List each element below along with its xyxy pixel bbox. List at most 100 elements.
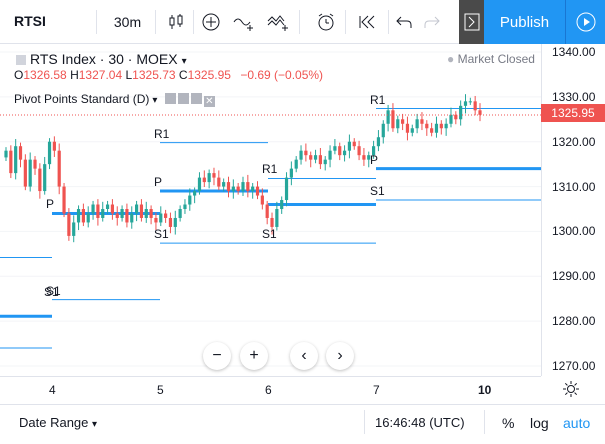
candle-body	[14, 146, 18, 174]
candle-body	[338, 146, 342, 156]
candle-body	[130, 213, 134, 223]
redo-icon[interactable]	[418, 0, 446, 44]
candle-body	[420, 119, 424, 124]
candle-body	[425, 123, 429, 129]
candle-body	[449, 114, 453, 124]
add-indicator-icon[interactable]	[195, 0, 227, 44]
candle-body	[473, 101, 477, 111]
candle-body	[430, 128, 434, 133]
candle-body	[347, 141, 352, 151]
candle-body	[18, 146, 23, 160]
candle-body	[313, 155, 318, 160]
symbol-legend[interactable]: RTS Index · 30 · MOEX ▾	[16, 51, 187, 67]
price-chart[interactable]	[0, 44, 541, 376]
candle-body	[333, 146, 337, 151]
candle-body	[96, 204, 100, 218]
candle-body	[478, 110, 482, 115]
candle-body	[217, 177, 221, 187]
candle-body	[415, 119, 419, 129]
indicators-icon[interactable]	[262, 0, 294, 44]
indicator-controls: ✕	[164, 92, 215, 107]
candle-body	[212, 173, 216, 178]
pivot-label-p: P	[154, 175, 163, 190]
candle-body	[231, 186, 235, 192]
candle-body	[294, 159, 298, 169]
candle-body	[241, 182, 245, 192]
zoom-out-button[interactable]: −	[203, 342, 231, 370]
toolbar-divider	[96, 10, 97, 34]
candle-body	[47, 141, 52, 165]
legend-title: RTS Index · 30 · MOEX	[30, 51, 178, 67]
eye-icon[interactable]	[164, 92, 176, 104]
candle-body	[101, 209, 105, 218]
candle-body	[376, 137, 381, 147]
candle-body	[91, 204, 95, 214]
market-status: ● Market Closed	[447, 52, 535, 66]
chevron-down-icon[interactable]: ▾	[181, 56, 187, 67]
candle-body	[270, 217, 274, 227]
low-label: L	[125, 68, 133, 82]
candle-body	[81, 209, 85, 223]
indicator-legend[interactable]: Pivot Points Standard (D) ▾ ✕	[14, 92, 215, 107]
interval-selector[interactable]: 30m	[113, 14, 142, 30]
more-icon[interactable]	[190, 92, 202, 104]
pivot-label-r1: R1	[262, 162, 278, 177]
scroll-right-button[interactable]: ›	[326, 342, 354, 370]
high-value: 1327.04	[78, 68, 123, 82]
candle-body	[62, 186, 66, 214]
percent-toggle[interactable]: %	[502, 415, 515, 431]
alert-clock-icon[interactable]	[310, 0, 342, 44]
publish-button[interactable]: Publish	[484, 0, 565, 44]
candle-body	[86, 213, 90, 223]
auto-toggle[interactable]: auto	[563, 415, 591, 431]
candle-body	[144, 209, 148, 218]
high-label: H	[70, 68, 79, 82]
clock[interactable]: 16:46:48 (UTC)	[375, 415, 465, 430]
candle-body	[115, 213, 119, 218]
pivot-label-p: P	[370, 152, 379, 167]
chevron-down-icon[interactable]: ▾	[152, 95, 158, 106]
settings-icon[interactable]	[177, 92, 189, 104]
candle-body	[226, 182, 231, 192]
candle-body	[134, 204, 139, 214]
ohlc-values: O1326.58 H1327.04 L1325.73 C1325.95 −0.6…	[14, 68, 323, 82]
price-tick-label: 1340.00	[552, 45, 596, 59]
date-range-label: Date Range	[19, 415, 89, 430]
close-icon[interactable]: ✕	[203, 95, 215, 107]
time-tick-label: 7	[373, 383, 380, 397]
symbol-search[interactable]: RTSI	[14, 13, 46, 29]
candle-body	[154, 217, 158, 223]
candle-body	[139, 204, 144, 218]
date-range-button[interactable]: Date Range ▾	[19, 415, 97, 430]
collapse-icon[interactable]	[16, 55, 26, 66]
price-axis[interactable]	[541, 44, 605, 376]
candle-body	[318, 155, 322, 165]
candle-body	[309, 155, 313, 160]
publish-menu-button[interactable]	[459, 0, 484, 44]
candle-body	[246, 182, 250, 192]
candle-body	[280, 200, 284, 209]
undo-icon[interactable]	[390, 0, 418, 44]
candle-body	[391, 110, 395, 129]
status-dot-icon: ●	[447, 52, 455, 66]
time-axis[interactable]	[0, 376, 541, 404]
top-toolbar: RTSI 30m Publish	[0, 0, 605, 44]
gear-icon[interactable]	[562, 380, 580, 403]
candle-body	[260, 195, 264, 205]
scroll-left-button[interactable]: ‹	[290, 342, 318, 370]
candle-body	[362, 155, 366, 160]
candle-body	[454, 114, 458, 120]
candle-body	[178, 209, 182, 218]
zoom-in-button[interactable]: +	[240, 342, 268, 370]
compare-icon[interactable]	[228, 0, 260, 44]
log-toggle[interactable]: log	[530, 415, 549, 431]
pivot-label-s1: S1	[44, 285, 59, 299]
candles-icon[interactable]	[160, 0, 192, 44]
time-tick-label: 5	[157, 383, 164, 397]
play-icon[interactable]	[565, 0, 605, 44]
candle-body	[110, 204, 115, 214]
price-tick-label: 1280.00	[552, 314, 596, 329]
candle-body	[52, 141, 56, 151]
replay-icon[interactable]	[352, 0, 384, 44]
toolbar-divider	[388, 10, 389, 34]
